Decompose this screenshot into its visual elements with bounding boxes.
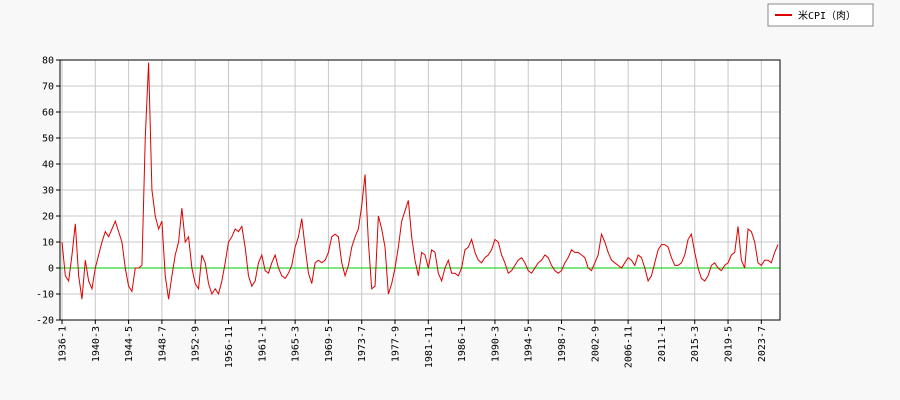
x-tick-label: 2023-7 [757,326,768,362]
y-tick-label: 60 [42,108,54,119]
x-tick-label: 1977-9 [391,326,402,362]
legend-label: 米CPI（肉） [798,9,856,22]
x-tick-label: 1940-3 [91,326,102,362]
x-tick-label: 2015-3 [690,326,701,362]
y-tick-label: 70 [42,82,54,93]
y-tick-label: 10 [42,238,54,249]
legend-box [767,3,874,27]
x-tick-label: 1936-1 [58,326,69,362]
x-tick-label: 1961-1 [257,326,268,362]
x-tick-label: 2006-11 [624,326,635,368]
series-line [61,62,779,300]
x-tick-label: 1981-11 [424,326,435,368]
x-tick-label: 1944-5 [124,326,135,362]
x-tick-label: 1948-7 [157,326,168,362]
x-tick-label: 1990-3 [490,326,501,362]
y-tick-label: 0 [48,264,54,275]
x-tick-label: 1994-5 [524,326,535,362]
x-tick-label: 1965-3 [291,326,302,362]
y-tick-label: 20 [42,212,54,223]
x-tick-label: 1956-11 [224,326,235,368]
y-tick-label: 40 [42,160,54,171]
y-tick-label: -20 [36,316,54,327]
x-tick-label: 2011-1 [657,326,668,362]
x-tick-label: 2019-5 [724,326,735,362]
x-tick-label: 1986-1 [457,326,468,362]
x-tick-label: 2002-9 [590,326,601,362]
x-tick-label: 1998-7 [557,326,568,362]
y-tick-label: 50 [42,134,54,145]
x-tick-label: 1952-9 [191,326,202,362]
y-tick-label: -10 [36,290,54,301]
y-tick-label: 80 [42,56,54,67]
x-tick-label: 1973-7 [357,326,368,362]
y-tick-label: 30 [42,186,54,197]
x-tick-label: 1969-5 [324,326,335,362]
